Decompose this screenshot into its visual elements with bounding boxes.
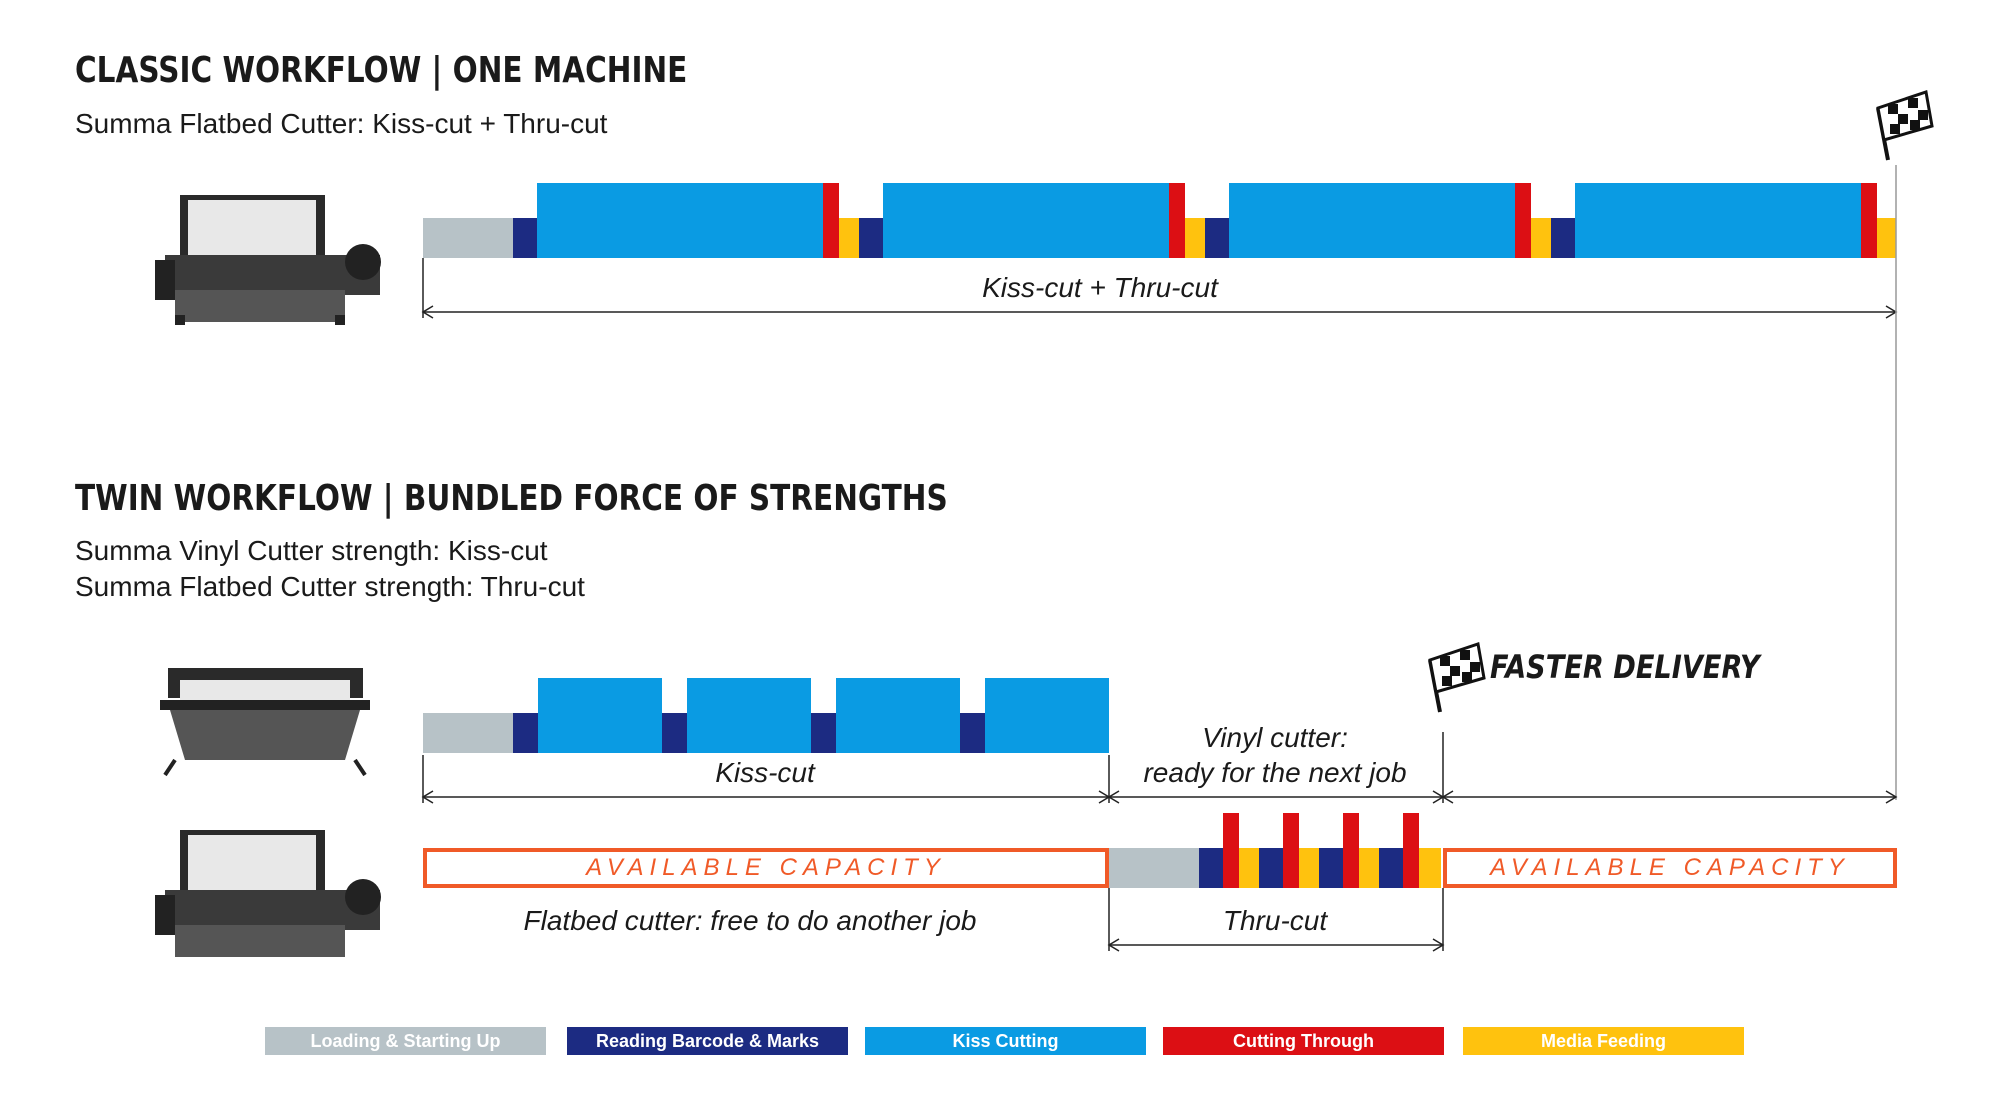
- vinyl-kiss-1: [538, 678, 662, 753]
- classic-feed-1: [839, 218, 859, 258]
- legend-media-feeding: Media Feeding: [1463, 1027, 1744, 1055]
- legend-barcode: Reading Barcode & Marks: [567, 1027, 848, 1055]
- classic-subtitle: Summa Flatbed Cutter: Kiss-cut + Thru-cu…: [75, 108, 608, 139]
- available-capacity-label-2: AVAILABLE CAPACITY: [1490, 854, 1850, 881]
- flatbed-free-label: Flatbed cutter: free to do another job: [523, 905, 977, 936]
- classic-barcode-3: [1205, 218, 1229, 258]
- classic-kiss-1: [537, 183, 823, 258]
- flatbed-feed-3: [1359, 848, 1379, 888]
- classic-thru-4: [1861, 183, 1877, 258]
- vinyl-label-1: Vinyl cutter:: [1202, 722, 1348, 753]
- flatbed-thru-1: [1223, 813, 1239, 888]
- vinyl-cutter-icon: [160, 668, 370, 777]
- thru-cut-arrow: [1107, 888, 1445, 952]
- flatbed-barcode-1: [1199, 848, 1223, 888]
- flatbed-loading: [1109, 848, 1199, 888]
- flatbed-barcode-2: [1259, 848, 1283, 888]
- classic-thru-1: [823, 183, 839, 258]
- checkered-flag-icon: [1876, 90, 1934, 161]
- classic-thru-3: [1515, 183, 1531, 258]
- faster-delivery-label: FASTER DELIVERY: [1490, 648, 1760, 686]
- available-capacity-label-1: AVAILABLE CAPACITY: [586, 854, 946, 881]
- vinyl-kiss-3: [836, 678, 960, 753]
- classic-feed-4: [1877, 218, 1896, 258]
- vinyl-barcode-2: [662, 713, 687, 753]
- classic-loading: [423, 218, 513, 258]
- vinyl-barcode-4: [960, 713, 985, 753]
- flatbed-cutter-icon-2: [155, 830, 381, 957]
- classic-kiss-4: [1575, 183, 1861, 258]
- twin-span-arrows: [421, 732, 1898, 804]
- twin-line-2: Summa Flatbed Cutter strength: Thru-cut: [75, 571, 585, 602]
- thru-cut-label: Thru-cut: [1222, 905, 1328, 936]
- legend-loading: Loading & Starting Up: [265, 1027, 546, 1055]
- vinyl-barcode-3: [811, 713, 836, 753]
- flatbed-thru-3: [1343, 813, 1359, 888]
- classic-feed-2: [1185, 218, 1205, 258]
- available-capacity-box-2: [1443, 848, 1897, 888]
- classic-barcode-2: [859, 218, 883, 258]
- legend-kiss-cutting: Kiss Cutting: [865, 1027, 1146, 1055]
- classic-span-arrow: [421, 258, 1898, 319]
- legend-cutting-through: Cutting Through: [1163, 1027, 1444, 1055]
- vinyl-label-2: ready for the next job: [1143, 757, 1407, 788]
- classic-thru-2: [1169, 183, 1185, 258]
- twin-flatbed-timeline: [1109, 813, 1441, 888]
- flatbed-thru-2: [1283, 813, 1299, 888]
- classic-kiss-3: [1229, 183, 1515, 258]
- twin-title: TWIN WORKFLOW | BUNDLED FORCE OF STRENGT…: [75, 478, 948, 519]
- vinyl-barcode-1: [513, 713, 538, 753]
- vinyl-kiss-2: [687, 678, 811, 753]
- kiss-cut-label: Kiss-cut: [715, 757, 815, 788]
- flatbed-thru-4: [1403, 813, 1419, 888]
- classic-barcode-4: [1551, 218, 1575, 258]
- flatbed-cutter-icon: [155, 195, 381, 325]
- vinyl-loading: [423, 713, 513, 753]
- faster-delivery-flag-icon: [1428, 642, 1486, 713]
- flatbed-feed-1: [1239, 848, 1259, 888]
- classic-title: CLASSIC WORKFLOW | ONE MACHINE: [75, 50, 688, 91]
- twin-line-1: Summa Vinyl Cutter strength: Kiss-cut: [75, 535, 548, 566]
- classic-span-label: Kiss-cut + Thru-cut: [982, 272, 1218, 303]
- flatbed-feed-2: [1299, 848, 1319, 888]
- available-capacity-box-1: [423, 848, 1109, 888]
- classic-timeline: [423, 183, 1896, 258]
- twin-vinyl-timeline: [423, 678, 1109, 753]
- classic-barcode-1: [513, 218, 537, 258]
- flatbed-feed-4: [1419, 848, 1441, 888]
- vinyl-kiss-4: [985, 678, 1109, 753]
- classic-kiss-2: [883, 183, 1169, 258]
- classic-feed-3: [1531, 218, 1551, 258]
- flatbed-barcode-4: [1379, 848, 1403, 888]
- flatbed-barcode-3: [1319, 848, 1343, 888]
